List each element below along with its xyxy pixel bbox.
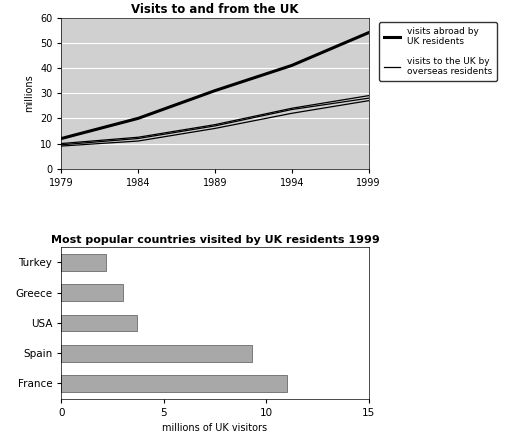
Legend: visits abroad by
UK residents, visits to the UK by
overseas residents: visits abroad by UK residents, visits to…: [379, 22, 497, 81]
Bar: [61, 375, 287, 392]
Bar: [61, 345, 252, 361]
Title: Most popular countries visited by UK residents 1999: Most popular countries visited by UK res…: [51, 235, 379, 245]
Y-axis label: millions: millions: [25, 74, 34, 112]
Title: Visits to and from the UK: Visits to and from the UK: [131, 4, 299, 16]
Bar: [61, 254, 106, 271]
Bar: [61, 284, 123, 301]
Bar: [61, 314, 137, 331]
X-axis label: millions of UK visitors: millions of UK visitors: [162, 423, 268, 433]
